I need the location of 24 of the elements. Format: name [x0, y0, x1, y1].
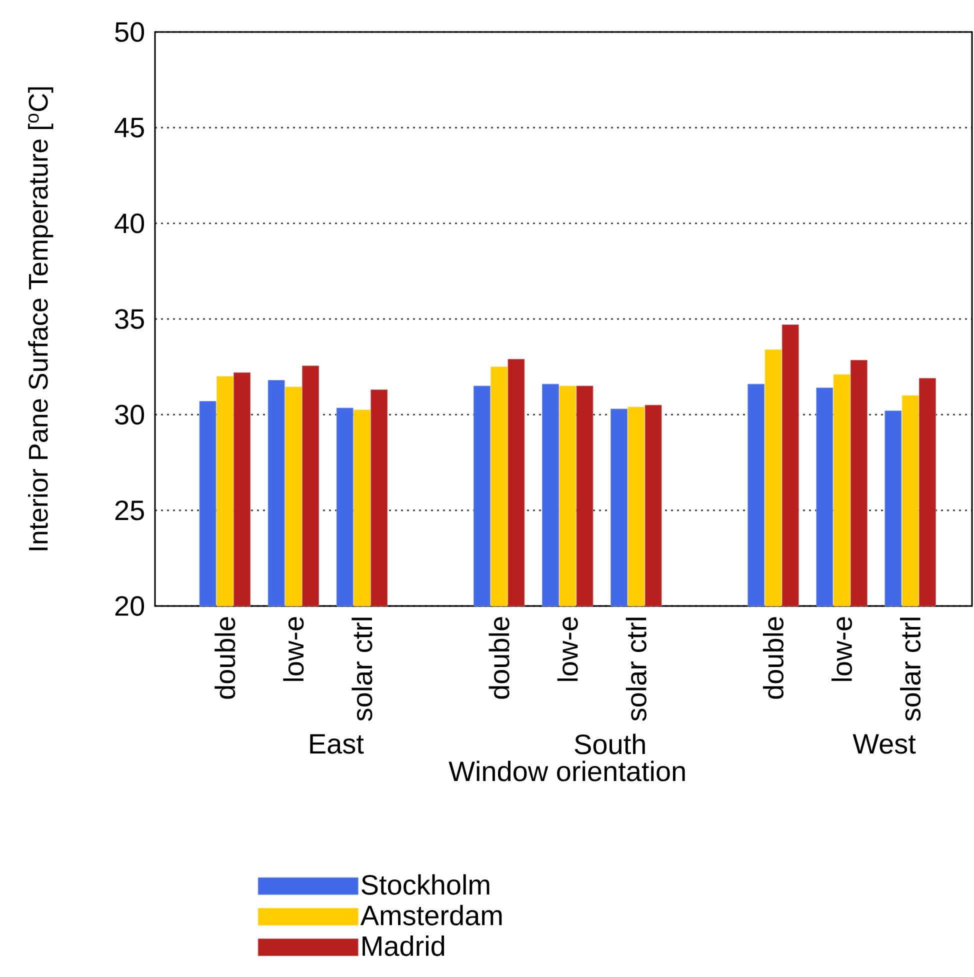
y-tick-label: 20	[115, 596, 144, 616]
x-axis-title: Window orientation	[448, 760, 685, 782]
y-tick-label: 35	[115, 309, 144, 329]
x-tick-label: low-e	[283, 617, 304, 681]
x-tick-label: low-e	[831, 617, 852, 681]
legend-label: Madrid	[362, 935, 444, 956]
y-tick-label: 25	[115, 500, 144, 520]
legend-label: Stockholm	[362, 874, 490, 895]
text: West	[852, 734, 916, 754]
x-tick-label: double	[488, 617, 510, 699]
y-axis-title: Interior Pane Surface Temperature [$^{o}$C]	[28, 87, 54, 550]
x-tick-label: double	[762, 617, 784, 699]
text: South	[574, 734, 645, 754]
text: East	[310, 734, 364, 754]
y-tick-label: 50	[115, 22, 144, 42]
x-tick-label: double	[214, 617, 236, 699]
x-tick-label: solar ctrl	[900, 618, 921, 721]
y-tick-label: 40	[114, 213, 144, 234]
x-tick-label: solar ctrl	[626, 618, 646, 721]
y-tick-label: 30	[115, 404, 144, 425]
x-tick-label: low-e	[557, 617, 578, 681]
x-tick-label: solar ctrl	[352, 618, 372, 721]
y-tick-label: 45	[114, 118, 144, 138]
legend-label: Amsterdam	[360, 904, 502, 926]
